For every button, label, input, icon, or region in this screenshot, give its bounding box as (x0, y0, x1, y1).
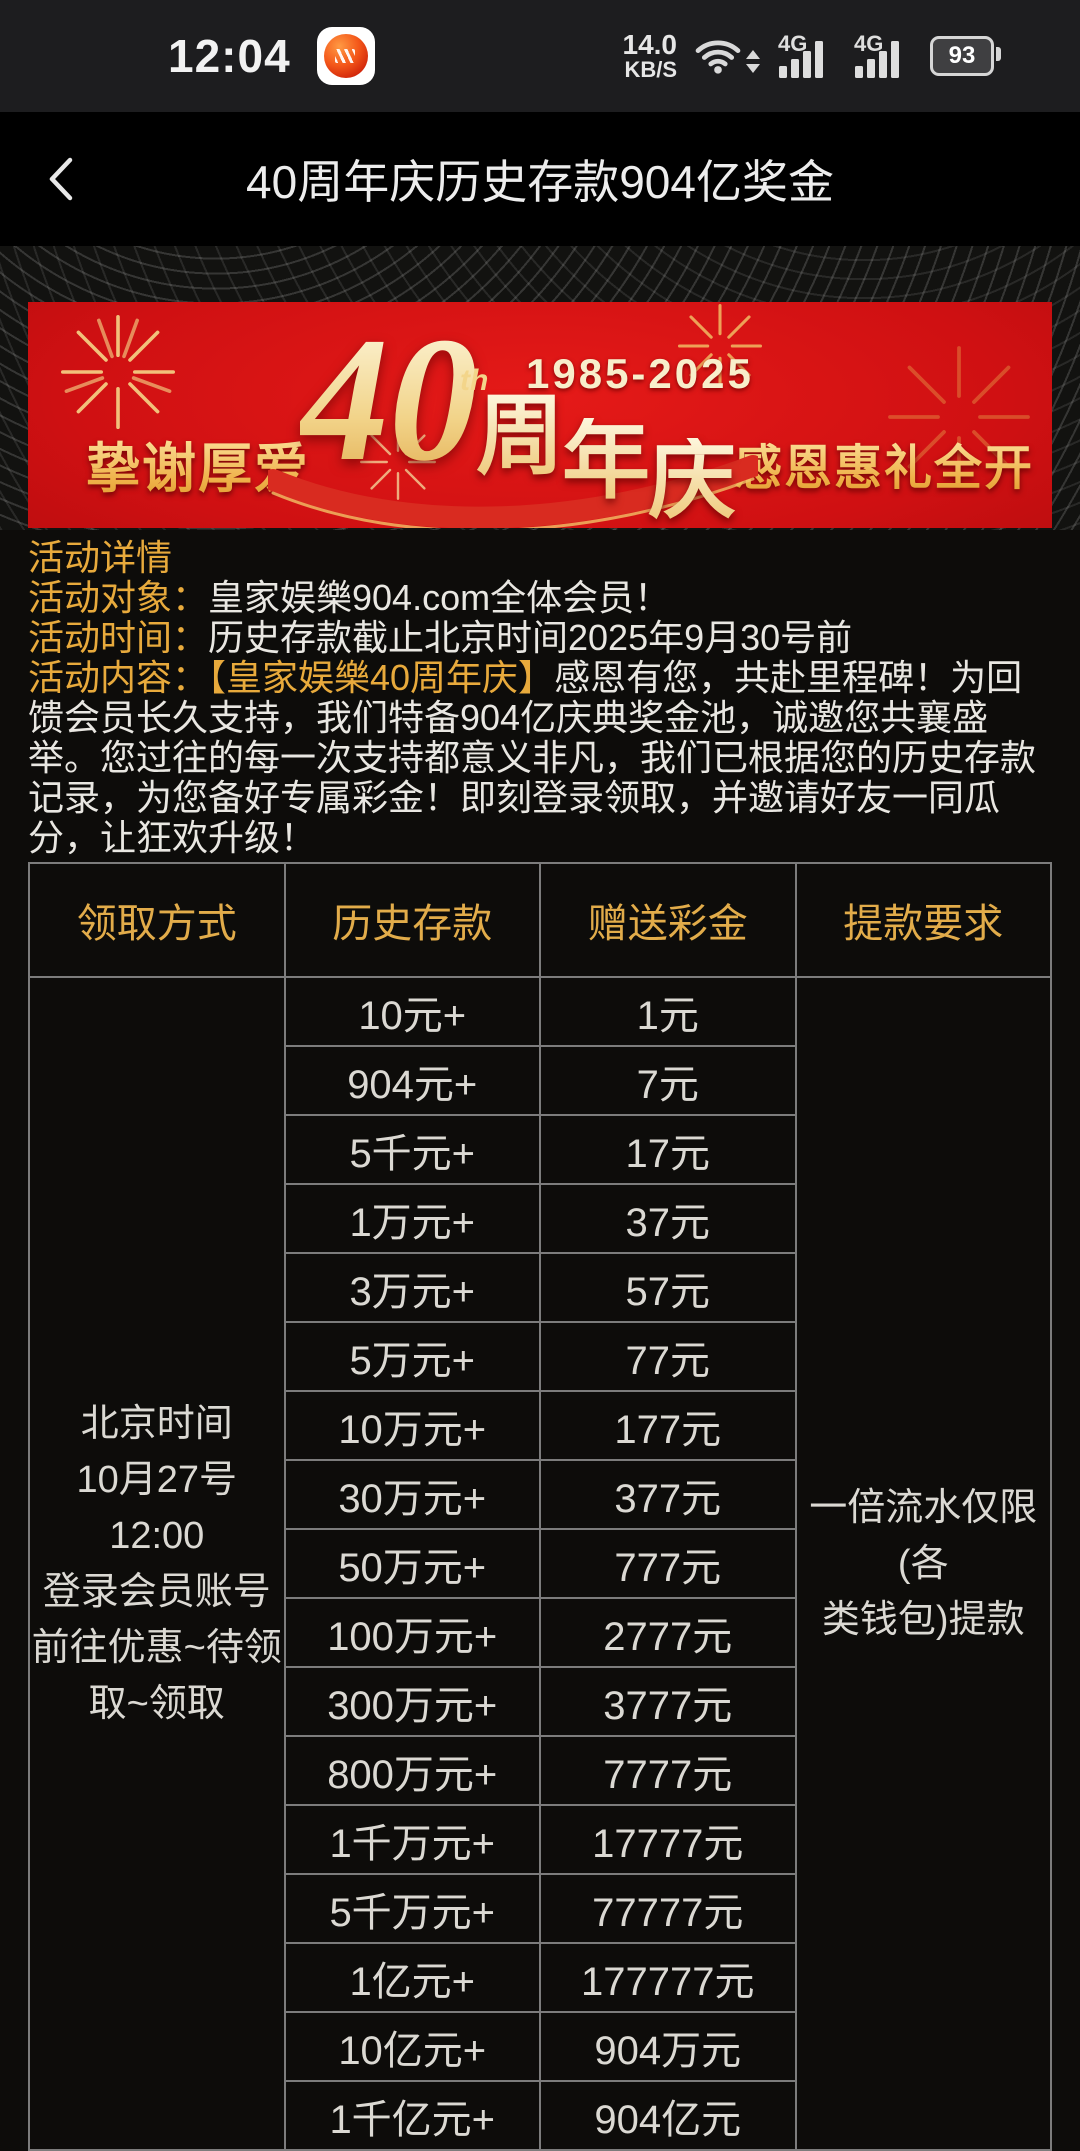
status-bar: 12:04 14.0 KB/S 4G 4G 93 (0, 0, 1080, 112)
table-row: 30万元+ 377元 (29, 1459, 1051, 1530)
deposit-cell: 100万元+ (283, 1597, 541, 1668)
chevron-left-icon (49, 157, 73, 201)
firework-icon (61, 315, 175, 429)
sim2-signal-icon: 4G (854, 32, 912, 79)
bonus-table: 领取方式 历史存款 赠送彩金 提款要求 北京时间 10月27号12:00 登录会… (28, 862, 1052, 2151)
time-text: 历史存款截止北京时间2025年9月30号前 (208, 617, 853, 658)
table-row: 904元+ 7元 (29, 1045, 1051, 1116)
table-row: 300万元+ 3777元 (29, 1666, 1051, 1737)
table-header-row: 领取方式 历史存款 赠送彩金 提款要求 (28, 862, 1052, 978)
deposit-cell: 10万元+ (283, 1390, 541, 1461)
back-button[interactable] (38, 151, 82, 207)
deposit-cell: 5千元+ (283, 1114, 541, 1185)
table-row: 50万元+ 777元 (29, 1528, 1051, 1599)
anniversary-banner: 挚谢厚爱 40 th 1985-2025 周 年 庆 感恩惠礼全开 (28, 302, 1052, 528)
deposit-cell: 50万元+ (283, 1528, 541, 1599)
table-row: 1万元+ 37元 (29, 1183, 1051, 1254)
deposit-cell: 3万元+ (283, 1252, 541, 1323)
page-title: 40周年庆历史存款904亿奖金 (246, 156, 834, 208)
header-method: 领取方式 (28, 862, 286, 978)
details-content-paragraph: 活动内容：【皇家娱樂40周年庆】感恩有您，共赴里程碑！为回馈会员长久支持，我们特… (28, 658, 1052, 858)
deposit-cell: 5万元+ (283, 1321, 541, 1392)
battery-icon: 93 (930, 35, 1001, 76)
deposit-cell: 1万元+ (283, 1183, 541, 1254)
details-heading: 活动详情 (28, 537, 173, 578)
activity-details: 活动详情 活动对象：皇家娱樂904.com全体会员！ 活动时间：历史存款截止北京… (0, 530, 1080, 858)
bonus-cell: 904万元 (539, 2011, 797, 2082)
deposit-cell: 300万元+ (283, 1666, 541, 1737)
content-label: 活动内容： (28, 657, 209, 698)
deposit-cell: 10元+ (283, 976, 541, 1047)
withdraw-requirement-cell: 一倍流水仅限(各 类钱包)提款 (794, 976, 1052, 2151)
bonus-cell: 77元 (539, 1321, 797, 1392)
deposit-cell: 904元+ (283, 1045, 541, 1116)
content-highlight: 【皇家娱樂40周年庆】 (208, 657, 555, 698)
deposit-cell: 30万元+ (283, 1459, 541, 1530)
header-requirement: 提款要求 (794, 862, 1052, 978)
table-row: 10亿元+ 904万元 (29, 2011, 1051, 2082)
target-label: 活动对象： (28, 577, 209, 618)
deposit-cell: 800万元+ (283, 1735, 541, 1806)
table-row: 1千万元+ 17777元 (29, 1804, 1051, 1875)
bonus-cell: 3777元 (539, 1666, 797, 1737)
deposit-cell: 10亿元+ (283, 2011, 541, 2082)
bonus-cell: 777元 (539, 1528, 797, 1599)
wifi-icon (695, 37, 760, 75)
table-row: 1亿元+ 177777元 (29, 1942, 1051, 2013)
claim-method-cell: 北京时间 10月27号12:00 登录会员账号 前往优惠~待领 取~领取 (28, 976, 286, 2151)
banner-char-qing: 庆 (648, 433, 737, 528)
header-bonus: 赠送彩金 (539, 862, 797, 978)
orange-ball-icon (323, 34, 368, 78)
firework-icon (888, 346, 1030, 488)
bonus-cell: 37元 (539, 1183, 797, 1254)
status-icons: 14.0 KB/S 4G 4G 93 (623, 30, 1003, 82)
bonus-cell: 904亿元 (539, 2080, 797, 2151)
bonus-cell: 17777元 (539, 1804, 797, 1875)
deposit-cell: 5千万元+ (283, 1873, 541, 1944)
time-label: 活动时间： (28, 617, 209, 658)
details-time-line: 活动时间：历史存款截止北京时间2025年9月30号前 (28, 618, 1052, 658)
bonus-cell: 7777元 (539, 1735, 797, 1806)
table-row: 5万元+ 77元 (29, 1321, 1051, 1392)
table-row: 北京时间 10月27号12:00 登录会员账号 前往优惠~待领 取~领取 10元… (28, 976, 1052, 2151)
clock: 12:04 (168, 30, 291, 82)
bonus-cell: 177元 (539, 1390, 797, 1461)
firework-icon (677, 303, 763, 389)
table-row: 3万元+ 57元 (29, 1252, 1051, 1323)
banner-char-nian: 年 (562, 413, 651, 510)
network-speed: 14.0 KB/S (622, 29, 678, 83)
bonus-cell: 377元 (539, 1459, 797, 1530)
banner-right-slogan: 感恩惠礼全开 (734, 428, 1034, 498)
banner-big-number: 40 (300, 302, 478, 498)
target-text: 皇家娱樂904.com全体会员！ (208, 577, 671, 618)
bonus-cell: 7元 (539, 1045, 797, 1116)
hero-section: 挚谢厚爱 40 th 1985-2025 周 年 庆 感恩惠礼全开 (0, 246, 1080, 530)
bonus-cell: 177777元 (539, 1942, 797, 2013)
bonus-cell: 57元 (539, 1252, 797, 1323)
bonus-cell: 2777元 (539, 1597, 797, 1668)
table-row: 5千万元+ 77777元 (29, 1873, 1051, 1944)
table-row: 800万元+ 7777元 (29, 1735, 1051, 1806)
content-text: 感恩有您，共赴里程碑！为回馈会员长久支持，我们特备904亿庆典奖金池，诚邀您共襄… (28, 657, 1037, 858)
bonus-cell: 1元 (539, 976, 797, 1047)
deposit-cell: 1亿元+ (283, 1942, 541, 2013)
table-row: 10万元+ 177元 (29, 1390, 1051, 1461)
deposit-cell: 1千亿元+ (283, 2080, 541, 2151)
banner-char-zhou: 周 (476, 389, 565, 486)
bonus-cell: 77777元 (539, 1873, 797, 1944)
details-target-line: 活动对象：皇家娱樂904.com全体会员！ (28, 578, 1052, 618)
table-row: 100万元+ 2777元 (29, 1597, 1051, 1668)
data-arrows-icon (746, 49, 760, 75)
recorder-app-icon (316, 27, 375, 85)
banner-years: 1985-2025 (526, 350, 754, 397)
nav-header: 40周年庆历史存款904亿奖金 (0, 112, 1080, 246)
firework-icon (360, 424, 436, 500)
bonus-cell: 17元 (539, 1114, 797, 1185)
sim1-signal-icon: 4G (778, 32, 836, 79)
table-row: 5千元+ 17元 (29, 1114, 1051, 1185)
ribbon-swoosh (268, 455, 758, 528)
banner-th-sup: th (460, 364, 489, 397)
header-deposit: 历史存款 (283, 862, 541, 978)
deposit-cell: 1千万元+ (283, 1804, 541, 1875)
